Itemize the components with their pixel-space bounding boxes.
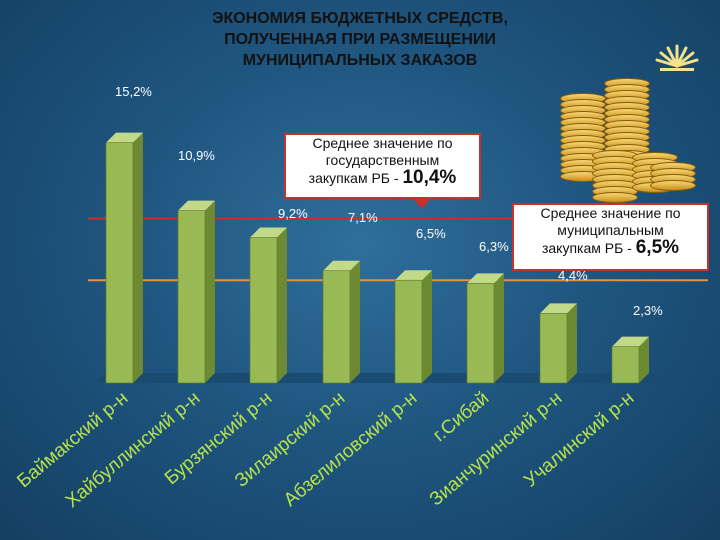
bar-side [494,273,504,383]
bar-top [323,260,360,271]
bar-side [277,227,287,383]
bar-side [350,260,360,383]
state-callout-line-3: закупкам РБ - [308,170,403,186]
bar-top [612,336,649,347]
municipal-callout-line-2: муниципальным [557,222,664,238]
bar-side [205,200,215,383]
data-label: 6,5% [416,226,446,241]
state-average-callout: Среднее значение по государственным заку… [284,133,481,209]
bar-side [133,132,143,383]
title-line-2: ПОЛУЧЕННАЯ ПРИ РАЗМЕЩЕНИИ [224,31,496,48]
bars [95,132,670,384]
state-callout-pointer [412,197,432,209]
title-line-3: МУНИЦИПАЛЬНЫХ ЗАКАЗОВ [242,52,478,69]
municipal-average-value: 6,5% [635,237,680,258]
state-callout-line-2: государственным [325,152,440,168]
data-label: 15,2% [115,84,152,99]
bar [322,270,351,384]
state-callout-line-1: Среднее значение по [312,135,453,151]
bar-top [395,270,432,281]
flower-emblem-icon [655,44,699,71]
data-label: 6,3% [479,239,509,254]
data-label: 10,9% [178,148,215,163]
plot-floor [95,373,670,383]
bar-top [467,273,504,284]
state-average-value: 10,4% [402,167,457,188]
bar [177,210,206,384]
bar-top [540,303,577,314]
bar [539,313,568,384]
bar-top [250,227,287,238]
bar [105,142,134,384]
data-labels: 15,2% 10,9% 9,2% 7,1% 6,5% 6,3% 4,4% 2,3% [115,84,663,318]
chart-title: ЭКОНОМИЯ БЮДЖЕТНЫХ СРЕДСТВ, ПОЛУЧЕННАЯ П… [150,8,570,71]
bar [394,279,423,384]
municipal-callout-line-3: закупкам РБ - [541,240,636,256]
data-label: 9,2% [278,206,308,221]
category-label: Зианчуринский р-н [426,388,566,511]
bar-side [567,303,577,383]
title-line-1: ЭКОНОМИЯ БЮДЖЕТНЫХ СРЕДСТВ, [212,10,508,27]
coin [650,180,696,191]
bar-side [422,270,432,383]
bar-top [106,132,143,143]
data-label: 2,3% [633,303,663,318]
category-label: Абзелиловский р-н [280,388,421,511]
bar [466,283,495,384]
data-label: 7,1% [348,210,378,225]
bar-top [178,200,215,211]
municipal-callout-line-1: Среднее значение по [540,205,681,221]
category-label: Хайбуллинский р-н [62,388,204,512]
coin [592,192,638,203]
bar [249,237,278,384]
bar-side [639,336,649,383]
municipal-average-callout: Среднее значение по муниципальным закупк… [512,203,709,271]
category-label: г.Сибай [429,388,493,446]
bar [611,346,640,384]
data-label: 4,4% [558,268,588,283]
